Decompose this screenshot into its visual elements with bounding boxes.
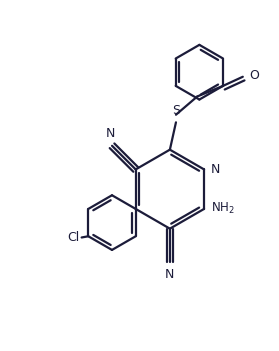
Text: N: N	[211, 163, 220, 176]
Text: Cl: Cl	[68, 231, 80, 244]
Text: NH$_2$: NH$_2$	[211, 201, 235, 217]
Text: O: O	[249, 69, 259, 82]
Text: N: N	[165, 267, 175, 280]
Text: S: S	[172, 104, 180, 117]
Text: N: N	[106, 127, 115, 140]
